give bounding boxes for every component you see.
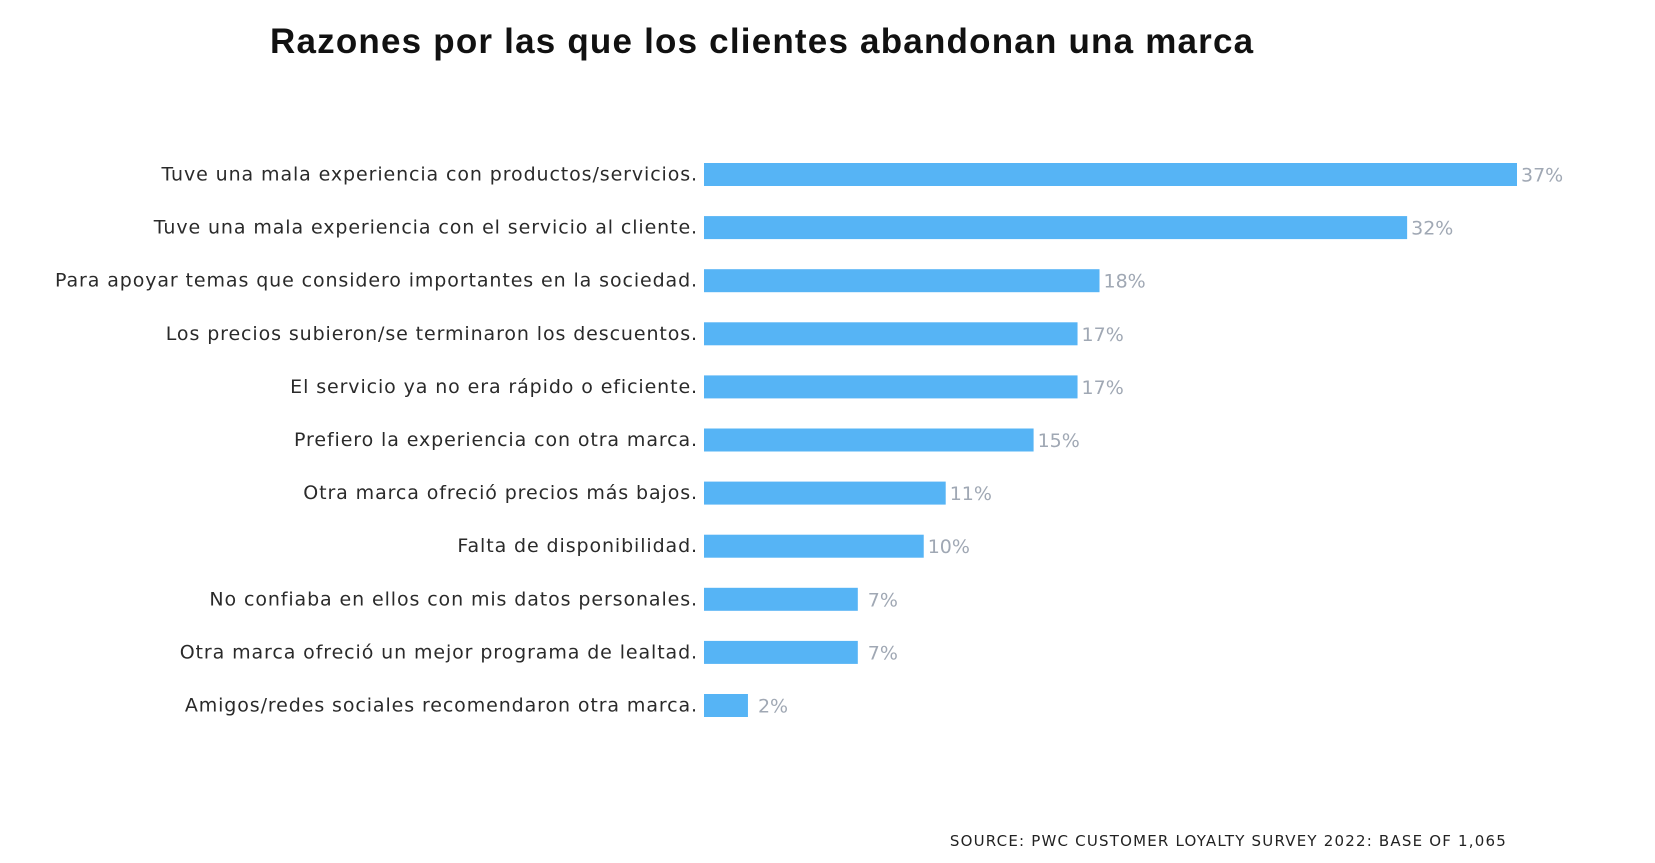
category-label: Tuve una mala experiencia con el servici… <box>153 217 698 239</box>
value-label: 7% <box>868 589 898 611</box>
value-label: 32% <box>1411 218 1453 240</box>
bar <box>704 587 858 611</box>
category-label: No confiaba en ellos con mis datos perso… <box>209 588 698 610</box>
bar <box>704 534 924 558</box>
category-label: Amigos/redes sociales recomendaron otra … <box>185 695 698 717</box>
bar <box>704 322 1078 346</box>
value-label: 37% <box>1521 165 1563 187</box>
category-label: Para apoyar temas que considero importan… <box>55 270 698 292</box>
category-label: Falta de disponibilidad. <box>457 535 698 557</box>
bar <box>704 163 1517 186</box>
chart-title: Razones por las que los clientes abandon… <box>270 22 1255 61</box>
bar <box>704 269 1100 293</box>
value-label: 2% <box>758 696 788 718</box>
bar <box>704 694 748 717</box>
bar <box>704 375 1078 399</box>
value-label: 11% <box>950 483 992 505</box>
value-label: 10% <box>928 536 970 558</box>
value-label: 15% <box>1038 430 1080 452</box>
bar <box>704 428 1034 452</box>
category-label: Prefiero la experiencia con otra marca. <box>294 429 698 451</box>
category-label: Otra marca ofreció un mejor programa de … <box>180 641 698 663</box>
source-note: SOURCE: PWC CUSTOMER LOYALTY SURVEY 2022… <box>949 832 1507 850</box>
bars <box>704 163 1517 717</box>
value-label: 7% <box>868 642 898 664</box>
bar <box>704 640 858 664</box>
category-label: El servicio ya no era rápido o eficiente… <box>290 376 698 398</box>
category-label: Tuve una mala experiencia con productos/… <box>160 164 698 186</box>
bar <box>704 481 946 505</box>
value-label: 17% <box>1082 377 1124 399</box>
category-labels: Tuve una mala experiencia con productos/… <box>55 164 698 717</box>
category-label: Otra marca ofreció precios más bajos. <box>303 482 698 504</box>
category-label: Los precios subieron/se terminaron los d… <box>166 323 698 345</box>
value-label: 18% <box>1104 271 1146 293</box>
value-labels: 37% 32% 18% 17% 17% 15% 11% 10% 7% 7% 2% <box>758 165 1563 718</box>
bar <box>704 216 1408 240</box>
value-label: 17% <box>1082 324 1124 346</box>
